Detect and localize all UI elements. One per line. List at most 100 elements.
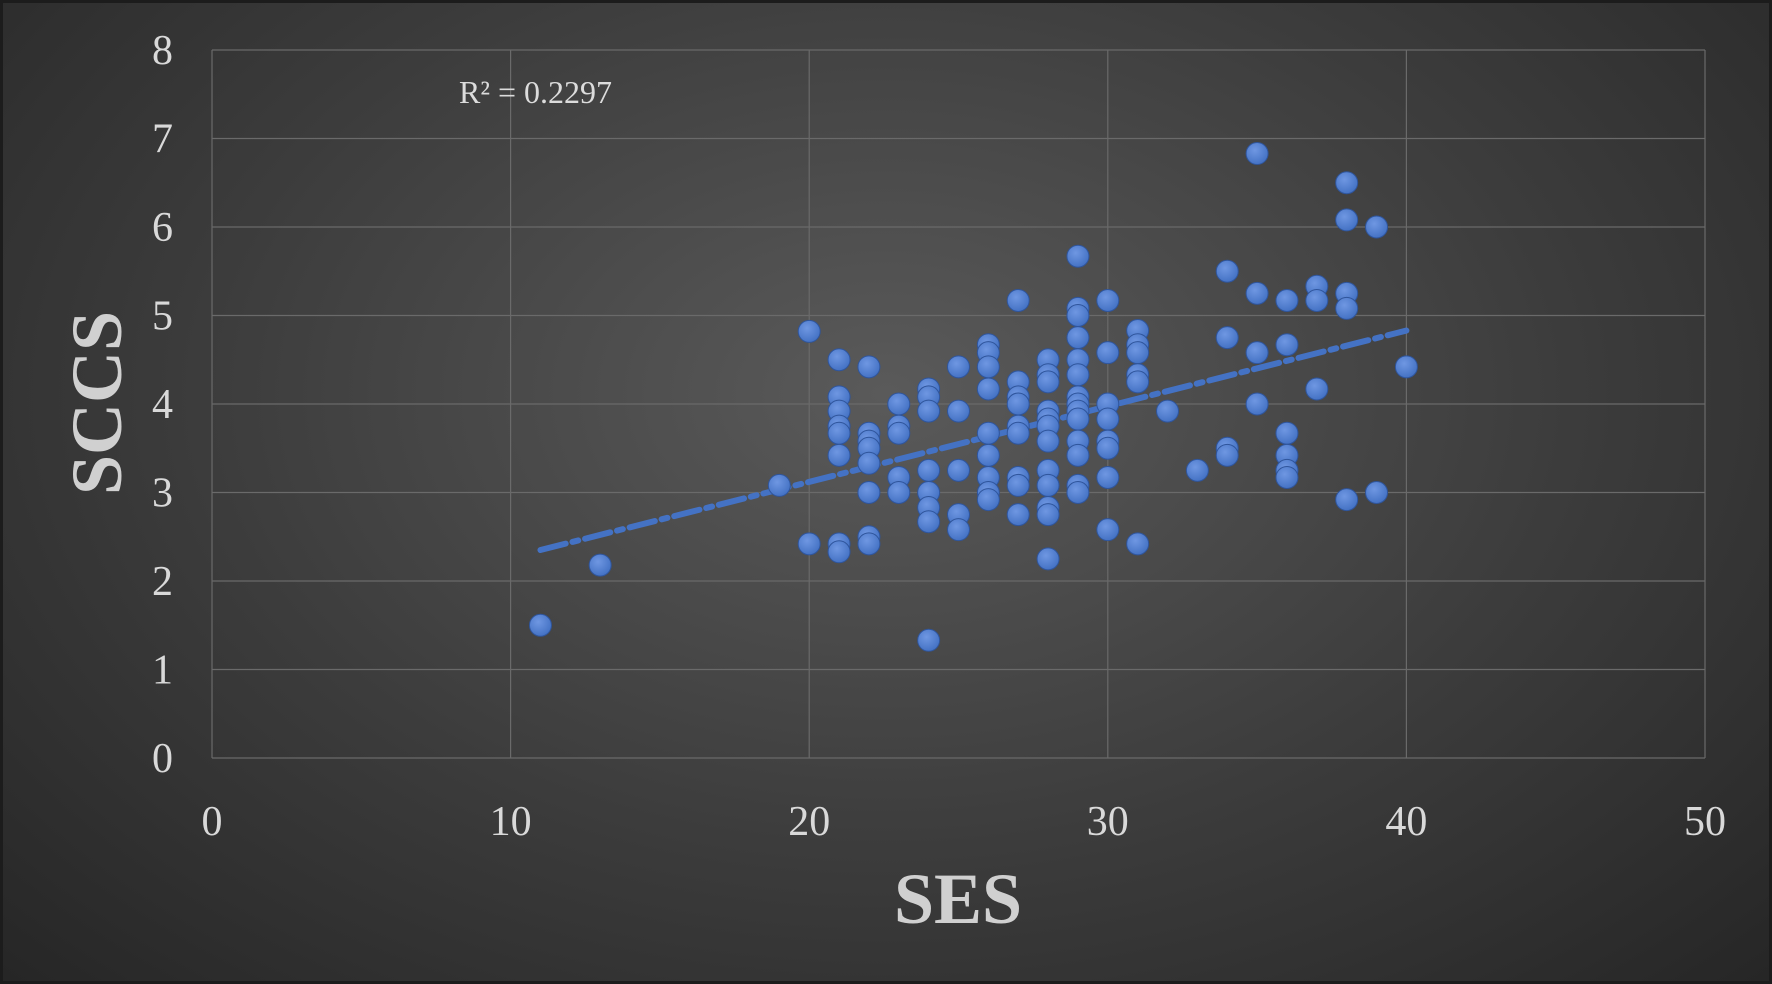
data-point <box>976 488 1000 512</box>
data-point <box>947 399 970 423</box>
x-axis-title: SES <box>894 859 1022 939</box>
data-point <box>1365 481 1389 504</box>
x-tick-label: 0 <box>202 799 223 845</box>
data-point <box>1006 473 1030 497</box>
y-axis-title: SCCS <box>57 311 137 495</box>
data-point <box>1215 326 1239 350</box>
data-point <box>947 458 970 482</box>
data-point <box>947 518 970 542</box>
data-point <box>976 377 1000 401</box>
data-point <box>1066 304 1090 327</box>
x-tick-label: 30 <box>1087 799 1129 845</box>
data-point <box>797 319 821 343</box>
data-point <box>1245 392 1269 416</box>
data-point <box>1006 392 1030 416</box>
y-tick-label: 0 <box>152 736 173 782</box>
data-point <box>827 421 851 445</box>
data-point <box>1006 503 1030 527</box>
data-point <box>1245 142 1269 166</box>
data-point <box>1185 458 1209 482</box>
data-point <box>857 532 881 556</box>
data-point <box>1066 443 1090 467</box>
data-point <box>1066 363 1090 387</box>
x-tick-label: 10 <box>490 799 532 845</box>
data-point <box>1275 288 1299 312</box>
data-point <box>1335 208 1359 232</box>
data-point <box>1275 465 1299 489</box>
data-point <box>1335 296 1359 320</box>
data-point <box>917 510 941 534</box>
data-point <box>1215 259 1239 283</box>
data-point <box>976 443 1000 467</box>
scatter-chart: 0 1 2 3 4 5 6 7 8 0 10 20 30 40 50 R² = 0.2297 SES SCC… <box>57 28 1726 939</box>
data-point <box>1215 443 1239 467</box>
data-point <box>827 443 851 467</box>
data-point <box>1036 547 1060 571</box>
data-point <box>1066 326 1090 350</box>
data-point <box>1305 377 1329 401</box>
data-point <box>827 540 851 564</box>
data-point <box>1365 215 1389 239</box>
x-tick-label: 40 <box>1385 799 1427 845</box>
data-point <box>887 392 911 416</box>
data-point <box>1126 370 1150 394</box>
data-point <box>976 355 1000 379</box>
data-point <box>1096 436 1120 460</box>
data-point <box>1335 171 1359 195</box>
x-tick-label: 20 <box>788 799 830 845</box>
data-point <box>857 481 881 504</box>
data-point <box>1006 421 1030 445</box>
data-point <box>528 613 552 637</box>
data-point <box>1096 288 1120 312</box>
trendline <box>537 327 1410 554</box>
data-point <box>1096 465 1120 489</box>
data-point <box>1066 481 1090 504</box>
data-point <box>1066 407 1090 431</box>
data-point <box>1305 288 1329 312</box>
data-point <box>1245 341 1269 365</box>
trendline-layer <box>537 327 1410 554</box>
y-tick-label: 3 <box>152 471 173 517</box>
y-tick-label: 5 <box>152 294 173 340</box>
data-point <box>1036 429 1060 453</box>
y-tick-label: 8 <box>152 28 173 74</box>
data-point <box>1394 355 1418 379</box>
data-point <box>1275 421 1299 445</box>
y-tick-label: 7 <box>152 117 173 163</box>
data-point <box>1096 341 1120 365</box>
y-tick-label: 2 <box>152 559 173 605</box>
data-point <box>1096 407 1120 431</box>
data-point <box>1126 532 1150 556</box>
data-point <box>1275 333 1299 357</box>
data-point <box>588 553 612 577</box>
data-point <box>827 348 851 372</box>
data-point <box>917 458 941 482</box>
data-point <box>767 473 791 497</box>
data-point <box>857 355 881 379</box>
data-point <box>1036 473 1060 497</box>
r-squared-annotation: R² = 0.2297 <box>459 74 612 110</box>
y-tick-label: 6 <box>152 205 173 251</box>
data-point <box>1126 341 1150 365</box>
data-point <box>1006 288 1030 312</box>
tick-labels-layer: 0 1 2 3 4 5 6 7 8 0 10 20 30 40 50 <box>152 28 1726 845</box>
data-point <box>1096 518 1120 542</box>
points-layer <box>528 142 1418 652</box>
y-tick-label: 1 <box>152 648 173 694</box>
data-point <box>797 532 821 556</box>
data-point <box>917 399 941 423</box>
data-point <box>976 421 1000 445</box>
data-point <box>1335 488 1359 512</box>
data-point <box>887 481 911 504</box>
data-point <box>887 421 911 445</box>
x-tick-label: 50 <box>1684 799 1726 845</box>
data-point <box>1036 370 1060 394</box>
data-point <box>1245 281 1269 305</box>
data-point <box>1066 244 1090 268</box>
data-point <box>917 628 941 652</box>
data-point <box>1156 399 1180 423</box>
data-point <box>857 451 881 475</box>
data-point <box>1036 503 1060 527</box>
y-tick-label: 4 <box>152 382 173 428</box>
